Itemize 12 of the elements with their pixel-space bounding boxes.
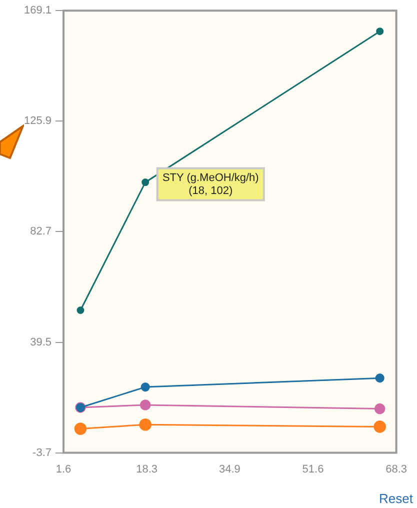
text: Reset: [379, 491, 414, 506]
x-tick-label: 18.3: [136, 463, 158, 476]
x-tick-label: 51.6: [302, 463, 324, 476]
y-tick-label: 169.1: [24, 4, 52, 17]
x-tick-label: 68.3: [386, 463, 408, 476]
y-tick-label: 82.7: [30, 226, 52, 238]
x-tick-label: 34.9: [218, 463, 240, 476]
y-tick-label: -3.7: [32, 446, 52, 459]
y-tick-label: 125.9: [24, 115, 52, 128]
y-tick-label: 39.5: [30, 336, 52, 348]
x-tick-label: 1.6: [56, 463, 72, 476]
annotation: STY (g.MeOH/kg/h) (18, 102): [162, 172, 259, 197]
